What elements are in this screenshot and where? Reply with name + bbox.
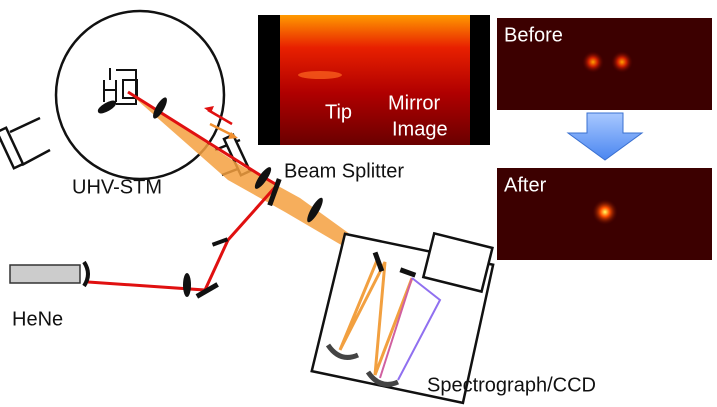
before-panel: Before (497, 18, 712, 110)
after-label: After (504, 174, 547, 196)
diagram: Tip Mirror Image Before After UHV-STM He… (0, 0, 717, 407)
arrow (568, 113, 642, 160)
mirror-image-label: Image (392, 118, 448, 140)
laser-label: HeNe (12, 308, 63, 330)
after-panel: After (497, 168, 712, 260)
spectrograph-label: Spectrograph/CCD (427, 374, 596, 396)
tip-label: Tip (325, 101, 352, 123)
page: Tip Mirror Image Before After UHV-STM He… (0, 0, 717, 407)
before-label: Before (504, 24, 563, 46)
stm-image: Tip Mirror Image (258, 15, 490, 145)
mirror-image-label: Mirror (388, 92, 441, 114)
beam-splitter-label: Beam Splitter (284, 160, 404, 182)
chamber-label: UHV-STM (72, 176, 162, 198)
